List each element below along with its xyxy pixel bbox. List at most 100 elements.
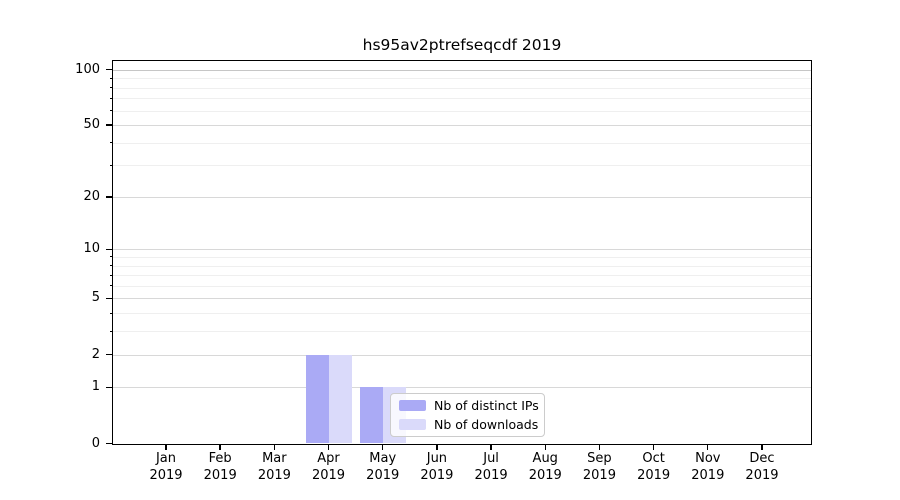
gridline-y-minor-6 [113,285,811,287]
x-tick-label-mar: Mar 2019 [242,451,306,484]
gridline-y-50 [113,125,811,127]
legend: Nb of distinct IPs Nb of downloads [390,393,545,437]
gridline-y-20 [113,196,811,198]
legend-label-downloads: Nb of downloads [434,417,539,432]
y-tick-minor-40 [109,142,113,144]
y-tick-minor-6 [109,285,113,287]
x-tick-month-feb: Feb [208,451,232,466]
gridline-y-minor-3 [113,331,811,333]
x-tick-month-dec: Dec [749,451,775,466]
bar-downloads-apr [328,354,352,443]
y-tick-label-0: 0 [91,435,100,451]
x-tick-jan [165,444,167,450]
x-tick-jul [490,444,492,450]
x-tick-sep [598,444,601,450]
y-tick-minor-80 [109,87,113,89]
x-tick-month-mar: Mar [262,451,287,466]
gridline-y-5 [113,298,811,300]
legend-label-distinct-ips: Nb of distinct IPs [434,398,539,413]
y-tick-minor-70 [109,97,113,99]
y-tick-minor-3 [109,330,113,332]
legend-item-downloads: Nb of downloads [399,417,539,432]
x-tick-label-oct: Oct 2019 [622,451,686,484]
x-tick-label-nov: Nov 2019 [676,451,740,484]
y-tick-minor-60 [109,110,113,112]
y-tick-label-5: 5 [91,290,100,306]
x-tick-month-sep: Sep [587,451,612,466]
bar-distinct-ips-apr [305,354,329,443]
y-tick-minor-7 [109,274,113,276]
x-tick-year-oct: 2019 [637,467,671,483]
y-tick-minor-9 [109,256,113,258]
y-tick-20 [106,196,113,198]
x-tick-year-apr: 2019 [311,467,346,483]
bar-distinct-ips-may [359,387,383,443]
x-tick-mar [273,444,276,450]
x-tick-year-feb: 2019 [203,467,237,483]
gridline-y-minor-70 [113,98,811,100]
gridline-y-10 [113,249,811,251]
y-tick-minor-4 [109,312,113,314]
x-tick-month-aug: Aug [532,451,558,466]
x-tick-year-dec: 2019 [745,467,779,483]
x-tick-dec [761,444,763,450]
x-tick-month-apr: Apr [317,451,340,466]
y-tick-1 [106,386,113,389]
x-tick-jun [436,444,438,450]
x-tick-label-jul: Jul 2019 [459,451,523,484]
x-tick-nov [707,444,709,450]
y-tick-label-50: 50 [83,117,100,133]
x-tick-label-sep: Sep 2019 [567,451,631,484]
gridline-y-minor-9 [113,256,811,258]
y-tick-label-10: 10 [83,241,100,257]
x-tick-label-aug: Aug 2019 [513,451,577,484]
x-tick-month-jun: Jun [426,451,448,466]
gridline-y-minor-40 [113,142,811,144]
x-tick-label-dec: Dec 2019 [730,451,794,484]
x-tick-month-jul: Jul [483,451,499,466]
gridline-y-minor-7 [113,275,811,277]
x-tick-month-may: May [369,451,397,466]
legend-item-distinct-ips: Nb of distinct IPs [399,398,539,413]
y-tick-minor-30 [109,164,113,166]
x-tick-label-feb: Feb 2019 [188,451,252,484]
y-tick-minor-8 [109,265,113,267]
y-tick-minor-90 [109,77,113,79]
x-tick-year-jun: 2019 [420,467,454,483]
y-tick-50 [106,124,113,126]
x-tick-label-jan: Jan 2019 [134,451,198,484]
y-tick-label-2: 2 [91,346,100,362]
gridline-y-1 [113,387,811,389]
x-tick-oct [652,444,655,450]
y-tick-0 [106,442,113,445]
legend-swatch-downloads-icon [399,419,426,430]
y-tick-label-100: 100 [75,61,100,77]
x-tick-label-apr: Apr 2019 [297,451,361,484]
x-tick-label-jun: Jun 2019 [405,451,469,484]
y-tick-10 [106,248,113,250]
y-tick-100 [106,68,113,71]
x-tick-year-may: 2019 [366,467,400,483]
y-tick-2 [106,353,113,356]
y-tick-5 [106,297,113,300]
x-tick-aug [544,444,546,450]
gridline-y-minor-90 [113,78,811,80]
x-tick-year-mar: 2019 [257,467,291,483]
x-tick-month-jan: Jan [155,451,177,466]
gridline-y-minor-60 [113,110,811,112]
x-tick-month-oct: Oct [642,451,665,466]
gridline-y-2 [113,354,811,356]
chart-title: hs95av2ptrefseqcdf 2019 [362,36,562,54]
y-tick-label-20: 20 [83,188,100,204]
x-tick-feb [219,444,221,450]
x-tick-year-jul: 2019 [474,467,508,483]
x-tick-apr [327,444,330,450]
x-tick-year-aug: 2019 [528,467,562,483]
y-tick-label-1: 1 [91,379,100,395]
x-tick-year-sep: 2019 [582,467,616,483]
x-tick-year-nov: 2019 [691,467,725,483]
x-tick-label-may: May 2019 [351,451,415,484]
gridline-y-minor-80 [113,87,811,89]
